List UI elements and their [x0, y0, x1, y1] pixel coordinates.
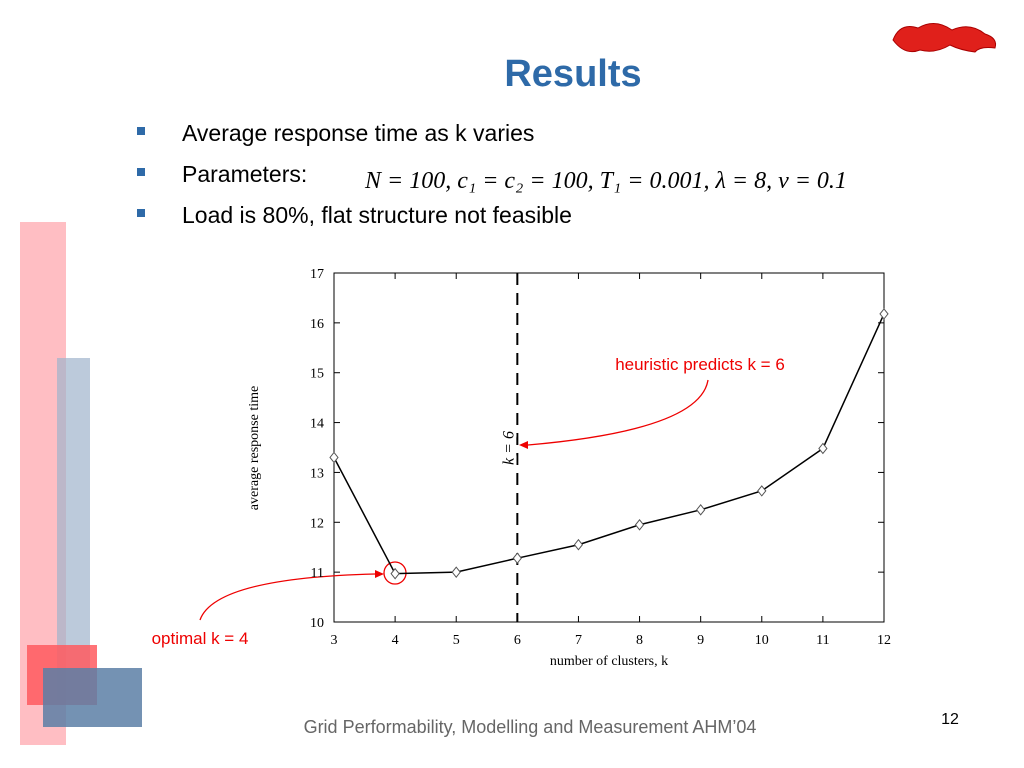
y-tick-label: 10	[310, 616, 324, 631]
x-tick-label: 6	[514, 633, 521, 648]
slide-title: Results	[504, 53, 641, 95]
x-tick-label: 11	[816, 633, 829, 648]
bullet-marker	[137, 127, 145, 135]
x-tick-label: 4	[392, 633, 399, 648]
data-line	[333, 313, 885, 575]
bullet-marker	[137, 209, 145, 217]
data-point	[757, 485, 767, 497]
x-tick-label: 12	[877, 633, 891, 648]
page-number: 12	[941, 711, 959, 728]
x-axis-label: number of clusters, k	[550, 654, 668, 669]
x-tick-label: 7	[575, 633, 582, 648]
data-point	[634, 518, 645, 531]
decor-bar	[57, 358, 90, 700]
arrow-head	[519, 441, 528, 449]
footer: Grid Performability, Modelling and Measu…	[304, 717, 757, 737]
data-point	[329, 451, 339, 464]
logo	[892, 23, 996, 53]
annotation-arrow	[199, 573, 376, 621]
bullet: Average response time as k varies	[182, 120, 534, 146]
data-point	[573, 538, 584, 551]
bullet: Load is 80%, flat structure not feasible	[182, 202, 572, 228]
data-point	[879, 308, 889, 320]
y-tick-label: 12	[310, 516, 324, 531]
annotation: heuristic predicts k = 6	[615, 355, 785, 374]
arrow-head	[375, 570, 384, 578]
x-tick-label: 8	[636, 633, 643, 648]
parameters: N = 100, c₁ = c₂ = 100, T₁ = 0.001, λ = …	[364, 168, 847, 194]
bullet: Parameters:	[182, 161, 307, 187]
y-tick-label: 15	[310, 367, 324, 382]
annotation: optimal k = 4	[152, 629, 249, 648]
plot-frame	[333, 272, 885, 623]
bullet-marker	[137, 168, 145, 176]
y-tick-label: 16	[310, 317, 324, 332]
annotation-arrow	[527, 379, 709, 446]
y-tick-label: 13	[310, 466, 324, 481]
data-point	[451, 566, 461, 578]
reference-label: k = 6	[500, 431, 517, 465]
y-tick-label: 14	[310, 417, 324, 432]
x-tick-label: 5	[453, 633, 460, 648]
x-tick-label: 9	[697, 633, 704, 648]
data-point	[512, 552, 522, 564]
y-axis-label: average response time	[247, 386, 262, 510]
data-point	[696, 504, 706, 516]
x-tick-label: 3	[331, 633, 338, 648]
decor-square	[43, 668, 142, 727]
y-tick-label: 17	[310, 267, 324, 282]
y-tick-label: 11	[311, 566, 324, 581]
data-point	[390, 567, 400, 580]
x-tick-label: 10	[755, 633, 769, 648]
data-point	[818, 442, 828, 455]
